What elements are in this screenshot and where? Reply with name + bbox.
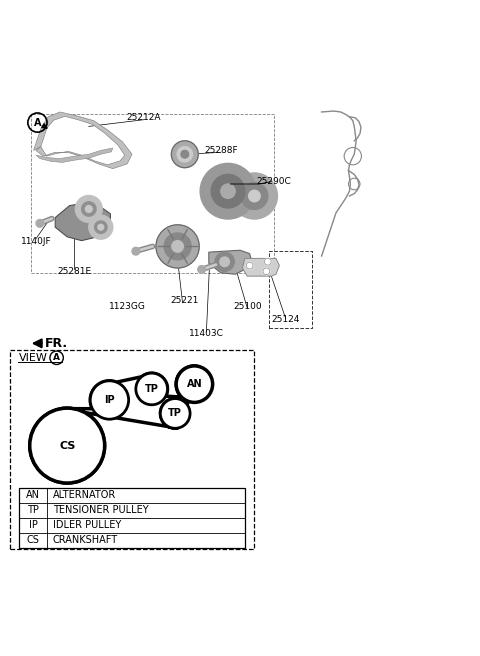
Text: IP: IP [104,395,115,405]
Circle shape [198,266,205,274]
Circle shape [98,224,104,230]
Circle shape [211,174,245,208]
Circle shape [221,184,235,198]
Text: VIEW: VIEW [19,354,48,363]
Text: 11403C: 11403C [189,329,224,338]
Text: FR.: FR. [45,337,68,350]
Polygon shape [209,250,252,274]
Circle shape [136,373,168,405]
Text: AN: AN [26,490,40,501]
Circle shape [241,182,268,209]
Text: AN: AN [187,379,202,389]
Circle shape [176,366,213,402]
Bar [227,186,255,197]
Text: 25290C: 25290C [256,177,291,186]
Text: A: A [53,354,60,362]
Circle shape [90,380,129,419]
Polygon shape [242,258,279,276]
Circle shape [172,241,183,252]
Text: A: A [34,117,41,127]
Circle shape [200,163,256,219]
Text: 1123GG: 1123GG [109,302,145,311]
Text: 1140JF: 1140JF [21,237,51,246]
Text: 25212A: 25212A [127,113,161,122]
Text: 25288F: 25288F [204,146,238,155]
Circle shape [95,221,107,234]
Circle shape [132,247,140,255]
Text: TP: TP [168,409,182,419]
Circle shape [215,252,234,272]
Circle shape [82,202,96,216]
Circle shape [75,195,102,222]
Circle shape [36,220,44,227]
Text: TENSIONER PULLEY: TENSIONER PULLEY [53,505,148,516]
Text: TP: TP [27,505,39,516]
Text: ALTERNATOR: ALTERNATOR [53,490,116,501]
Circle shape [156,225,199,268]
Circle shape [177,146,192,162]
Text: TP: TP [145,384,158,394]
Text: CS: CS [27,535,39,545]
Circle shape [246,262,253,269]
Circle shape [181,150,189,158]
Text: CS: CS [59,441,75,451]
Polygon shape [34,112,132,169]
Polygon shape [36,148,113,163]
Circle shape [231,173,277,219]
Circle shape [249,190,260,202]
Circle shape [85,205,92,213]
Polygon shape [55,203,110,241]
Circle shape [220,257,229,266]
Text: 25124: 25124 [271,315,300,324]
Circle shape [30,408,105,483]
Text: 25281E: 25281E [57,267,92,276]
Text: IDLER PULLEY: IDLER PULLEY [53,520,121,530]
Circle shape [89,215,113,239]
Circle shape [171,141,198,168]
Text: IP: IP [29,520,37,530]
Circle shape [264,258,271,265]
Circle shape [160,399,190,428]
Text: 25100: 25100 [233,302,262,311]
Circle shape [263,268,270,275]
Text: CRANKSHAFT: CRANKSHAFT [53,535,118,545]
Text: 25221: 25221 [170,296,199,304]
Circle shape [164,233,191,260]
